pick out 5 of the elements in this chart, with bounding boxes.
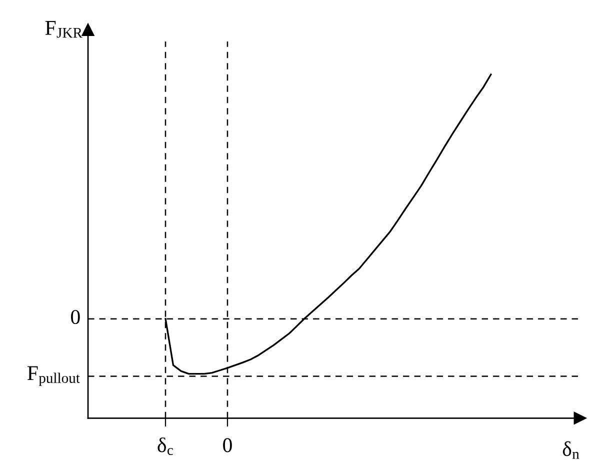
x-tick-label: δ$_{c}$ xyxy=(158,437,173,456)
y-axis-title: F$_{JKR}$ xyxy=(45,21,82,38)
x-axis-title: δ$_{n}$ xyxy=(562,441,580,459)
ref-line-label: F$_{pullout}$ xyxy=(27,366,80,386)
ref-line-label: 0 xyxy=(71,310,80,324)
